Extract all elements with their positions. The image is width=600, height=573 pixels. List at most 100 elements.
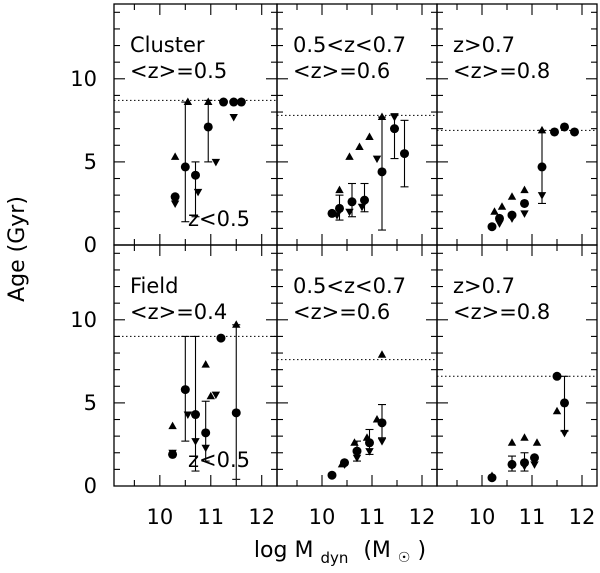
triangle-down-marker — [520, 210, 529, 218]
triangle-down-marker — [170, 200, 180, 208]
panel-label-line-2: <z>=0.6 — [293, 300, 390, 324]
panel-6: z>0.7<z>=0.8 — [436, 244, 598, 487]
triangle-up-marker — [520, 185, 529, 194]
circle-marker — [552, 371, 562, 381]
panel-1: Cluster<z>=0.5 z<0.5 — [113, 3, 278, 246]
panel-label-line-1: Cluster — [130, 33, 205, 57]
x-tick-label: 12 — [409, 505, 436, 529]
circle-marker — [327, 208, 337, 218]
y-tick-label: 10 — [70, 308, 97, 332]
circle-marker — [340, 458, 349, 468]
triangle-up-marker — [232, 320, 241, 328]
triangle-up-marker — [355, 142, 364, 150]
x-axis-label-unit-open: (M — [363, 538, 391, 563]
triangle-up-marker — [170, 152, 180, 160]
y-tick-label: 5 — [84, 150, 97, 174]
panel-4: Field<z>=0.4 z<0.5 — [113, 244, 278, 487]
x-axis-label-unit-close: ) — [417, 538, 426, 563]
circle-marker — [236, 97, 246, 107]
circle-marker — [560, 122, 569, 132]
triangle-up-marker — [532, 438, 542, 446]
x-tick-label: 12 — [248, 505, 275, 529]
sun-symbol-icon: ☉ — [398, 550, 411, 566]
panel-2: 0.5<z<0.7<z>=0.6 — [276, 3, 438, 246]
circle-marker — [520, 198, 529, 208]
y-axis-label: Age (Gyr) — [5, 196, 30, 302]
triangle-up-marker — [497, 202, 507, 210]
triangle-up-marker — [183, 97, 193, 106]
triangle-up-marker — [507, 192, 517, 200]
circle-marker — [191, 170, 200, 180]
panel-frame — [436, 244, 598, 487]
panel-label-line-1: 0.5<z<0.7 — [293, 274, 406, 298]
axis-texts: Age (Gyr) log M dyn (M ☉ ) — [5, 196, 426, 569]
circle-marker — [550, 127, 559, 137]
triangle-down-marker — [191, 438, 200, 446]
circle-marker — [360, 195, 369, 205]
triangle-down-marker — [530, 461, 539, 469]
triangle-down-marker — [390, 114, 399, 122]
circle-marker — [530, 453, 539, 463]
circle-marker — [487, 473, 497, 483]
x-axis-label: log M dyn (M ☉ ) — [254, 538, 426, 569]
triangle-up-marker — [206, 391, 215, 400]
circle-marker — [400, 149, 409, 159]
triangle-up-marker — [201, 360, 210, 368]
panel-label-line-1: z>0.7 — [453, 33, 515, 57]
triangle-down-marker — [372, 155, 382, 164]
triangle-down-marker — [357, 203, 367, 212]
triangle-down-marker — [183, 411, 193, 420]
panel-label-line-2: <z>=0.6 — [293, 59, 390, 83]
x-axis-label-main: log M — [254, 538, 314, 563]
panel-label-line-1: Field — [130, 274, 178, 298]
circle-marker — [507, 210, 517, 220]
triangle-up-marker — [520, 433, 529, 441]
panel-label-line-2: <z>=0.8 — [453, 300, 550, 324]
x-tick-label: 12 — [569, 505, 596, 529]
panel-label-line-2: <z>=0.5 — [130, 59, 227, 83]
circle-marker — [229, 97, 239, 107]
triangle-up-marker — [365, 132, 374, 140]
triangle-up-marker — [204, 97, 213, 106]
x-axis-label-subscript: dyn — [320, 549, 348, 567]
x-tick-label: 10 — [146, 505, 173, 529]
circle-marker — [377, 418, 387, 428]
circle-marker — [495, 213, 504, 223]
circle-marker — [560, 398, 569, 408]
circle-marker — [507, 459, 517, 469]
x-tick-label: 10 — [469, 505, 496, 529]
panel-label-line-1: 0.5<z<0.7 — [293, 33, 406, 57]
triangle-down-marker — [377, 438, 387, 446]
triangle-down-marker — [560, 429, 569, 438]
circle-marker — [216, 333, 226, 343]
triangle-down-marker — [211, 391, 221, 400]
triangle-down-marker — [352, 454, 362, 463]
triangle-up-marker — [350, 438, 359, 446]
circle-marker — [365, 438, 374, 448]
circle-marker — [203, 122, 213, 132]
triangle-up-marker — [507, 438, 517, 446]
x-tick-label: 11 — [359, 505, 386, 529]
circle-marker — [180, 162, 190, 172]
circle-marker — [335, 203, 344, 213]
panel-note: z<0.5 — [188, 207, 250, 231]
triangle-down-marker — [365, 448, 374, 456]
triangle-up-marker — [490, 207, 499, 215]
panel-label-line-2: <z>=0.8 — [453, 59, 550, 83]
triangle-up-marker — [168, 421, 177, 430]
circle-marker — [537, 162, 547, 172]
circle-marker — [377, 167, 387, 177]
x-tick-label: 10 — [309, 505, 336, 529]
circle-marker — [219, 97, 229, 107]
panel-label-line-1: z>0.7 — [453, 274, 515, 298]
triangle-down-marker — [193, 188, 203, 197]
x-tick-label: 11 — [197, 505, 224, 529]
circle-marker — [347, 197, 357, 207]
triangle-up-marker — [345, 152, 354, 160]
triangle-down-marker — [537, 192, 547, 200]
triangle-up-marker — [537, 125, 547, 134]
circle-marker — [168, 449, 178, 459]
panels-layer: Cluster<z>=0.5z<0.50.5<z<0.7<z>=0.6z>0.7… — [70, 3, 598, 529]
triangle-down-marker — [211, 158, 221, 167]
